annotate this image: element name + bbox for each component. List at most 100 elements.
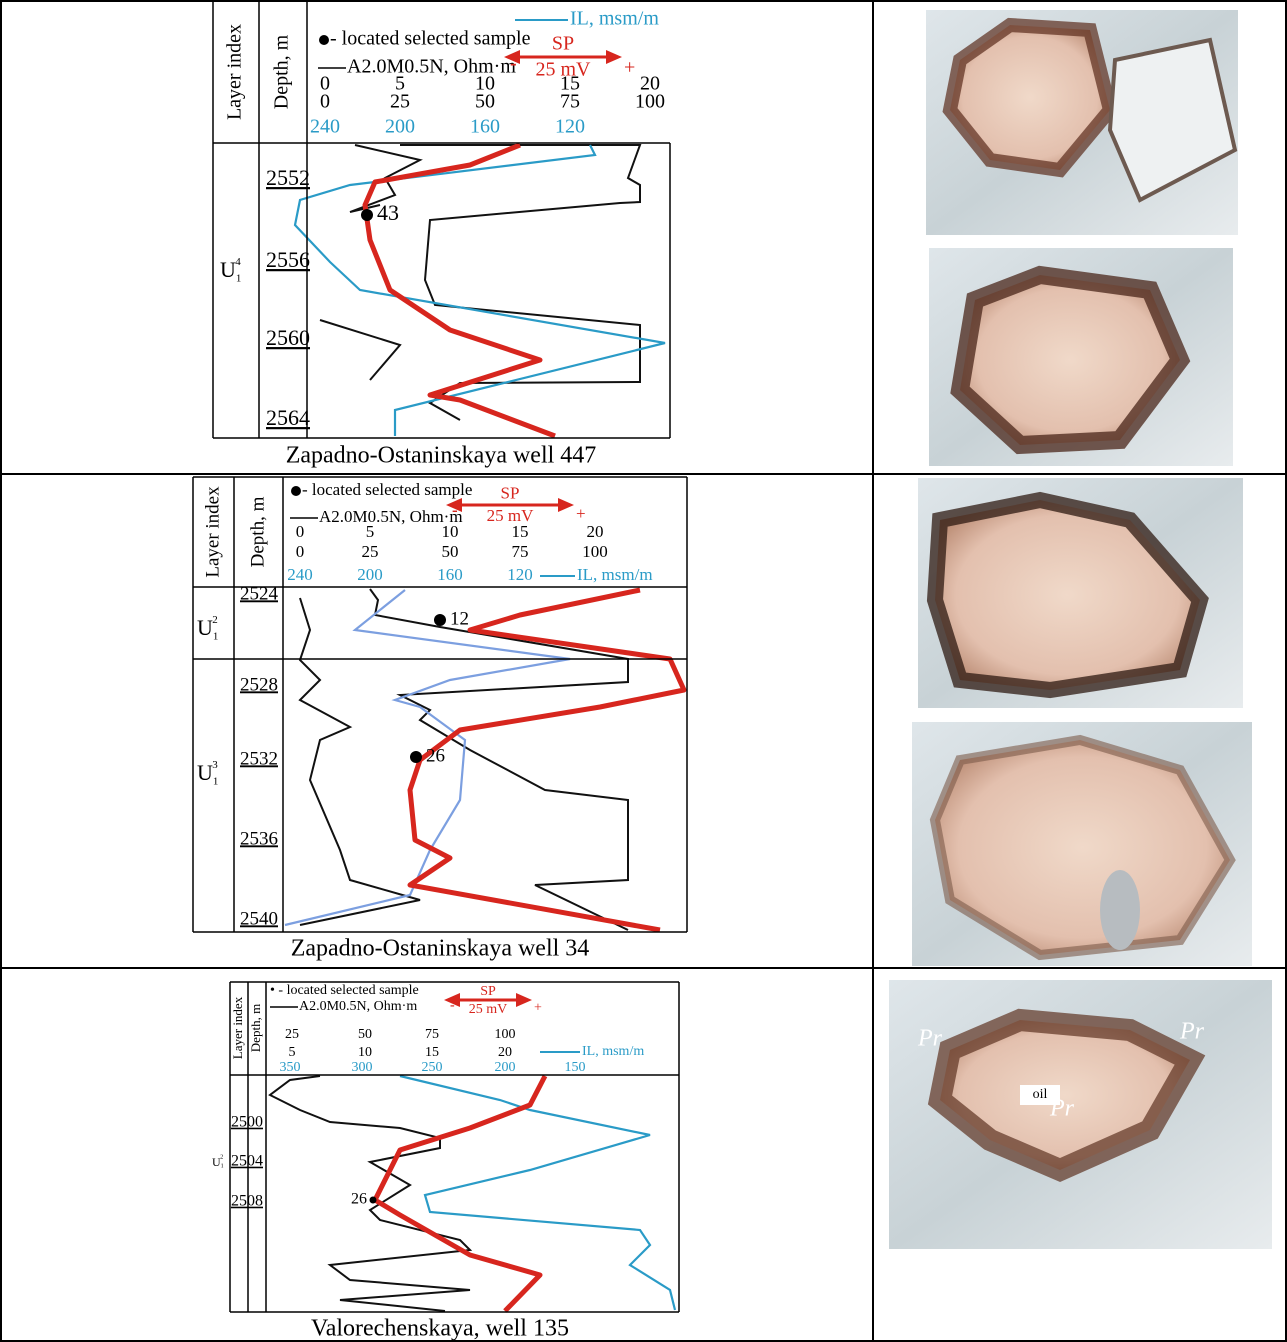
label-box [1020, 1085, 1060, 1105]
caption: Zapadno-Ostaninskaya well 34 [291, 936, 590, 962]
scale-label: 160 [437, 565, 463, 584]
sp-label: SP [552, 33, 574, 55]
scale-label: 0 [320, 73, 330, 95]
scale-label: 20 [640, 73, 660, 95]
legend-il: IL, msm/m [582, 1044, 644, 1059]
sp-curve [362, 142, 556, 439]
scale-label: 10 [442, 522, 459, 541]
depth-label: 2560 [266, 325, 310, 350]
resistivity-curve [319, 319, 402, 381]
scale-label: 240 [310, 116, 340, 138]
layer-sup: 2 [212, 614, 218, 626]
scale-label: 100 [635, 91, 665, 113]
well-log-curves [268, 142, 687, 1313]
scale-label: 75 [425, 1027, 439, 1042]
scale-label: 5 [395, 73, 405, 95]
scale-label: 50 [475, 91, 495, 113]
sp-arrowhead [558, 498, 574, 512]
scale-label: 25 [285, 1027, 299, 1042]
layer-sub: 1 [213, 775, 219, 787]
layer-index: U1 2 [197, 614, 218, 643]
scale-label: 0 [296, 522, 305, 541]
grain [950, 265, 1191, 455]
sp-arrowhead [606, 50, 622, 64]
column-header: Depth, m [271, 34, 293, 109]
sample-label: 43 [377, 200, 399, 225]
sample-marker [369, 1196, 377, 1204]
depth-label: 2500 [231, 1114, 263, 1131]
scale-label: 120 [555, 116, 585, 138]
sp-arrowhead [444, 993, 460, 1007]
well-log: Layer index Depth, m • - located selected … [212, 981, 680, 1342]
sp-arrowhead [516, 993, 532, 1007]
depth-label: 2528 [240, 674, 278, 695]
sp-minus: - [450, 998, 455, 1013]
legend-il: IL, msm/m [570, 8, 659, 30]
depth-label: 2504 [231, 1153, 263, 1170]
layer-base: U [197, 615, 213, 640]
sp-scale: 25 mV [469, 1002, 508, 1017]
photo [926, 10, 1238, 235]
layer-sup: 2 [220, 1155, 223, 1161]
sp-label: SP [501, 484, 520, 503]
sample-marker-legend [319, 35, 329, 45]
column-header: Layer index [202, 486, 223, 578]
depth-label: 2536 [240, 828, 278, 849]
layer-sup: 3 [212, 759, 218, 771]
sample-label: 26 [426, 745, 445, 766]
photo [918, 478, 1243, 708]
sp-scale: 25 mV [536, 59, 592, 81]
depth-label: 2552 [266, 165, 310, 190]
sp-minus: - [452, 501, 458, 520]
scale-label: 200 [495, 1060, 516, 1075]
legend-il: IL, msm/m [577, 565, 653, 584]
legend-sample: • - located selected sample [270, 983, 419, 998]
legend-sample: - located selected sample [302, 480, 472, 499]
column-header: Depth, m [248, 1004, 263, 1052]
scale-label: 10 [358, 1045, 372, 1060]
sp-curve [372, 1074, 548, 1313]
photo-label: Pr [917, 1026, 943, 1052]
grain [1100, 870, 1140, 950]
scale-label: 240 [287, 565, 313, 584]
grain [926, 491, 1209, 699]
resistivity-curve [349, 144, 423, 213]
grain [1107, 37, 1238, 203]
sp-scale: 25 mV [487, 506, 534, 525]
scale-label: 10 [475, 73, 495, 95]
scale-label: 200 [385, 116, 415, 138]
sample-marker [410, 751, 422, 763]
scale-label: 5 [366, 522, 375, 541]
scale-label: 15 [560, 73, 580, 95]
scale-label: 250 [422, 1060, 443, 1075]
scale-label: 150 [565, 1060, 586, 1075]
legend-resistivity: A2.0M0.5N, Ohm·m [347, 56, 516, 78]
sp-plus: + [624, 57, 635, 79]
grain [927, 1008, 1206, 1183]
column-header: Layer index [224, 24, 246, 120]
scale-label: 0 [320, 91, 330, 113]
sample-label: 26 [351, 1191, 367, 1208]
layer-base: U [212, 1155, 221, 1169]
depth-label: 2532 [240, 748, 278, 769]
sample-marker [361, 209, 373, 221]
depth-label: 2564 [266, 405, 310, 430]
photo-label: Pr [1179, 1019, 1205, 1045]
photo [929, 248, 1233, 466]
sp-arrowhead [446, 498, 462, 512]
layer-sub: 1 [221, 1164, 224, 1170]
well-log: Layer index Depth, m - located selected sa… [192, 476, 688, 962]
depth-label: 2508 [231, 1193, 263, 1210]
scale-label: 50 [358, 1027, 372, 1042]
sp-plus: + [576, 504, 586, 523]
resistivity-curve [400, 144, 642, 421]
column-header: Depth, m [247, 496, 268, 567]
grain [929, 734, 1236, 961]
layer-index: U1 2 [212, 1155, 224, 1170]
sample-label: 12 [450, 608, 469, 629]
sample-marker [434, 614, 446, 626]
resistivity-curve [268, 1075, 473, 1312]
